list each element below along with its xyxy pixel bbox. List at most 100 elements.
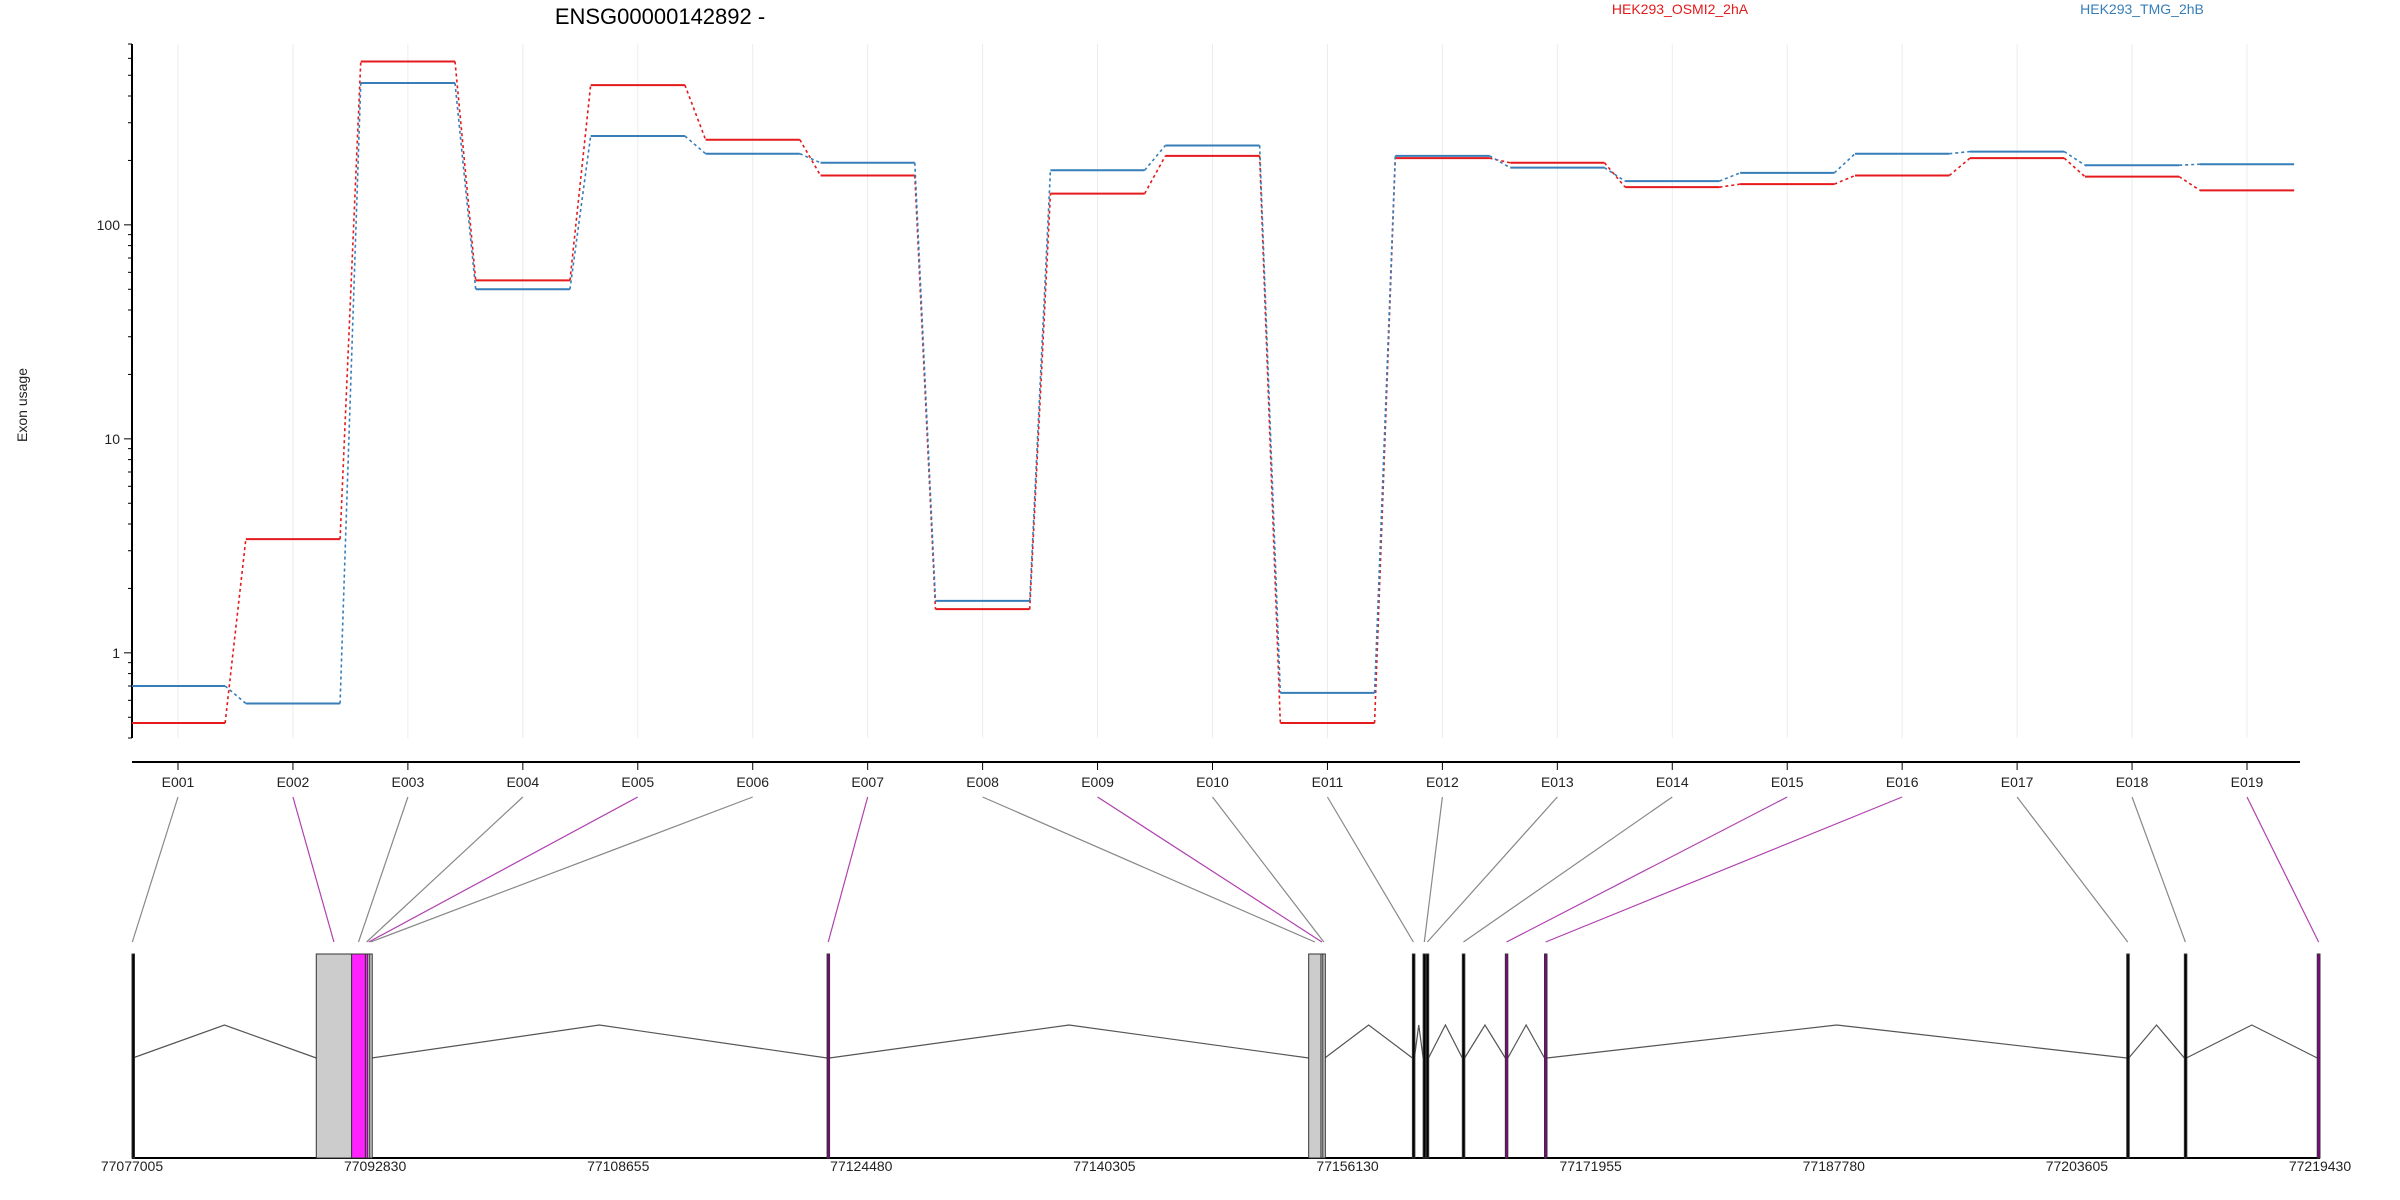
exon-box-e001	[131, 953, 135, 1159]
connector-e011	[1373, 155, 1397, 693]
x-tick-label-e013: E013	[1541, 774, 1574, 790]
connector-e017	[2063, 150, 2086, 166]
connector-e006	[799, 139, 822, 176]
connector-e014	[1719, 183, 1741, 188]
connector-e001	[224, 539, 247, 724]
x-tick-label-e016: E016	[1886, 774, 1919, 790]
connector-e009	[1144, 144, 1166, 171]
legend-series-a: HEK293_OSMI2_2hA	[1612, 1, 1749, 17]
x-tick-label-e017: E017	[2001, 774, 2034, 790]
connector-e013	[1604, 167, 1626, 182]
exon-box-e003	[351, 953, 366, 1159]
connector-line-e005	[368, 796, 639, 943]
axes: 1 10 100 E001 E002 E003 E004 E005 E006 E007 E008 E0…	[97, 43, 2300, 790]
connector-line-e002	[292, 796, 335, 943]
x-tick-label-e001: E001	[162, 774, 195, 790]
series-a	[132, 60, 2295, 725]
exon-box-e016	[1544, 953, 1548, 1159]
connector-e002	[339, 82, 362, 704]
x-tick-label-e011: E011	[1312, 774, 1344, 790]
connector-e002	[339, 61, 362, 540]
connector-e005	[684, 135, 707, 155]
exon-box-e013	[1425, 953, 1430, 1159]
connector-e001	[224, 685, 247, 705]
connector-line-e004	[366, 796, 524, 943]
connector-line-e014	[1463, 796, 1673, 943]
connector-line-e007	[827, 796, 869, 943]
gene-model: 77077005 77092830 77108655 77124480 77140305…	[101, 953, 2352, 1174]
y-tick-label-10: 10	[104, 431, 120, 447]
legend-series-b: HEK293_TMG_2hB	[2080, 1, 2204, 17]
exon-box-e008	[1308, 953, 1322, 1159]
exon-box-e014	[1461, 953, 1466, 1159]
intron-18	[2186, 1024, 2318, 1059]
connector-e015	[1834, 174, 1856, 185]
intron-14	[1464, 1023, 1506, 1059]
connector-e018	[2179, 163, 2200, 166]
x-tick-label-e012: E012	[1426, 774, 1459, 790]
connector-e006	[799, 152, 821, 164]
exon-box-e018	[2183, 953, 2188, 1159]
exon-connectors	[131, 796, 2320, 943]
y-tick-label-100: 100	[97, 217, 121, 233]
connector-e014	[1719, 172, 1741, 182]
connector-e005	[684, 84, 707, 140]
connector-e009	[1143, 155, 1167, 194]
exon-box-e006	[369, 953, 373, 1159]
intron-15	[1507, 1023, 1546, 1059]
x-tick-label-e008: E008	[966, 774, 999, 790]
intron-11	[1413, 1024, 1424, 1059]
coordinate-label-0: 77077005	[101, 1158, 164, 1174]
exon-box-e019	[2316, 953, 2321, 1159]
coordinate-label-7: 77187780	[1803, 1158, 1866, 1174]
x-tick-label-e006: E006	[736, 774, 769, 790]
connector-e003	[454, 61, 477, 281]
connector-line-e013	[1426, 796, 1558, 943]
connector-line-e019	[2246, 796, 2320, 943]
connector-e012	[1489, 155, 1511, 169]
connector-e016	[1948, 157, 1971, 177]
chart-title: ENSG00000142892 -	[555, 4, 765, 29]
connector-line-e010	[1212, 796, 1325, 943]
intron-16	[1546, 1024, 2127, 1059]
exon-box-e011	[1411, 953, 1416, 1159]
x-tick-label-e007: E007	[851, 774, 884, 790]
x-tick-label-e003: E003	[392, 774, 425, 790]
connector-line-e011	[1326, 796, 1414, 943]
connector-line-e017	[2016, 796, 2129, 943]
exon-box-e012	[1422, 953, 1427, 1159]
intron-17	[2128, 1024, 2185, 1059]
coordinate-label-9: 77219430	[2289, 1158, 2352, 1174]
connector-e015	[1833, 153, 1856, 174]
x-tick-label-e009: E009	[1081, 774, 1114, 790]
connector-e018	[2178, 175, 2201, 191]
connector-e004	[569, 135, 592, 290]
x-tick-label-e004: E004	[506, 774, 539, 790]
connector-line-e008	[982, 796, 1316, 943]
intron-10	[1324, 1024, 1413, 1059]
exon-box-e007	[826, 953, 831, 1159]
coordinate-label-8: 77203605	[2046, 1158, 2109, 1174]
connector-line-e001	[131, 796, 179, 943]
coordinate-label-5: 77156130	[1316, 1158, 1379, 1174]
series-b	[132, 82, 2295, 705]
connector-line-e006	[370, 796, 753, 943]
connector-line-e009	[1097, 796, 1323, 943]
connector-line-e015	[1506, 796, 1788, 943]
connector-e004	[569, 84, 592, 281]
intron-1	[132, 1024, 317, 1059]
connector-e010	[1258, 145, 1282, 693]
connector-line-e003	[357, 796, 409, 943]
x-tick-label-e014: E014	[1656, 774, 1689, 790]
x-tick-label-e002: E002	[277, 774, 310, 790]
coordinate-label-3: 77124480	[830, 1158, 893, 1174]
intron-13	[1427, 1023, 1463, 1059]
connector-line-e016	[1545, 796, 1903, 943]
exon-box-e017	[2126, 953, 2130, 1159]
connector-e013	[1603, 162, 1626, 188]
connector-e007	[913, 162, 937, 601]
exon-box-e002	[315, 953, 353, 1159]
connector-line-e018	[2131, 796, 2186, 943]
x-tick-label-e005: E005	[621, 774, 654, 790]
